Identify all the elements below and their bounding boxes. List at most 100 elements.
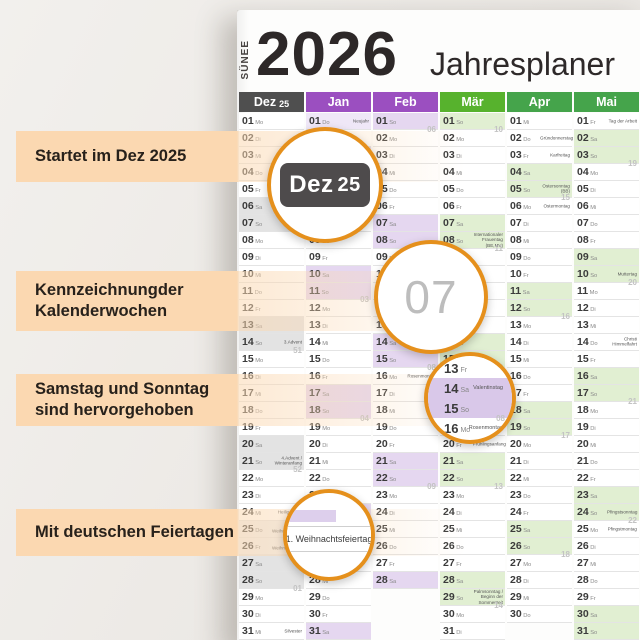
day-row: 27 Fr bbox=[373, 555, 438, 572]
day-number: 27 bbox=[577, 557, 589, 569]
weekday-abbr: Mo bbox=[255, 239, 264, 245]
calendar-week-number: 09 bbox=[427, 482, 436, 491]
day-number: 01 bbox=[577, 115, 589, 127]
weekday-abbr: Mo bbox=[523, 205, 532, 211]
day-row: 22 So bbox=[440, 470, 505, 487]
day-row: 21 Sa bbox=[373, 453, 438, 470]
day-row: 28 Sa bbox=[440, 572, 505, 589]
calendar-week-number: 17 bbox=[561, 431, 570, 440]
day-row: 07 Do bbox=[574, 215, 639, 232]
day-number: 27 bbox=[376, 557, 388, 569]
day-number: 07 bbox=[443, 217, 455, 229]
day-number: 14 bbox=[309, 336, 321, 348]
day-row: 07 Sa bbox=[373, 215, 438, 232]
day-row: 31 Mi Silvester bbox=[239, 623, 304, 640]
holiday-label: Ostermontag bbox=[543, 203, 570, 209]
holiday-label: 4.Advent / Winteranfang bbox=[274, 455, 302, 466]
day-number: 31 bbox=[443, 625, 455, 637]
weekday-abbr: Mo bbox=[456, 613, 465, 619]
weekday-abbr: Do bbox=[389, 188, 397, 194]
annotation-text: Kennzeichnungder bbox=[35, 280, 184, 299]
day-number: 29 bbox=[443, 591, 455, 603]
weekday-abbr: Do bbox=[590, 460, 598, 466]
day-row: 15 Do bbox=[306, 351, 371, 368]
calendar-week-number: 11 bbox=[494, 244, 503, 253]
day-row: 06 Fr bbox=[440, 198, 505, 215]
weekday-abbr: Mi bbox=[523, 358, 530, 364]
day-number: 20 bbox=[242, 438, 254, 450]
dez25-year-suffix: 25 bbox=[337, 173, 361, 196]
weekday-abbr: Fr bbox=[255, 426, 261, 432]
callout-day-row: 13 Fr bbox=[428, 358, 512, 378]
day-number: 07 bbox=[577, 217, 589, 229]
weekday-abbr: Sa bbox=[590, 256, 598, 262]
day-row: 29 So Palmsonntag / Beginn der Sommerzeit bbox=[440, 589, 505, 606]
weekday-abbr: Fr bbox=[590, 596, 596, 602]
weekday-abbr: So bbox=[523, 188, 531, 194]
day-row: 30 Fr bbox=[306, 606, 371, 623]
weekday-abbr: Mi bbox=[590, 443, 597, 449]
weekday-abbr: Do bbox=[590, 579, 598, 585]
callout-holiday-circle: 1. Weihnachtsfeiertag bbox=[283, 489, 375, 581]
day-number: 08 bbox=[443, 234, 455, 246]
day-number: 22 bbox=[510, 472, 522, 484]
day-row: 27Mo18 bbox=[507, 550, 572, 572]
day-number: 23 bbox=[510, 489, 522, 501]
weekday-abbr: Fr bbox=[255, 188, 261, 194]
day-number: 22 bbox=[309, 472, 321, 484]
day-number: 20 bbox=[510, 438, 522, 450]
day-number: 21 bbox=[242, 455, 254, 467]
day-number: 30 bbox=[577, 608, 589, 620]
day-number: 23 bbox=[443, 489, 455, 501]
day-number: 20 bbox=[309, 438, 321, 450]
month-header: Mai bbox=[574, 92, 639, 112]
annotation-text: Startet im Dez 2025 bbox=[35, 146, 187, 165]
day-row: 31 Sa bbox=[306, 623, 371, 640]
callout-weekend-circle: 13 Fr 14 Sa Valentinstag 15 So 16 Mo 08 Rosenmonta… bbox=[424, 352, 516, 444]
day-row: 23 Do bbox=[507, 487, 572, 504]
annotation-band-weekend-highlight: Samstag und Sonntag sind hervorgehoben bbox=[16, 374, 640, 426]
day-row: 30 Di bbox=[239, 606, 304, 623]
day-number: 15 bbox=[444, 400, 459, 416]
day-number: 19 bbox=[510, 421, 522, 433]
day-row: 15 Mo 51 bbox=[239, 346, 304, 368]
weekday-abbr: So bbox=[523, 426, 531, 432]
weekday-abbr: Fr bbox=[456, 205, 462, 211]
weekday-abbr: So bbox=[456, 477, 464, 483]
day-number: 21 bbox=[510, 455, 522, 467]
weekday-abbr: Di bbox=[456, 630, 462, 636]
day-row: 22 Do bbox=[306, 470, 371, 487]
weekday-abbr: Fr bbox=[322, 256, 328, 262]
day-row: 06 Mi bbox=[574, 198, 639, 215]
annotation-text: Mit deutschen Feiertagen bbox=[35, 522, 234, 541]
weekday-abbr: Fr bbox=[590, 477, 596, 483]
day-number: 22 bbox=[376, 472, 388, 484]
day-number: 09 bbox=[510, 251, 522, 263]
weekday-abbr: Fr bbox=[590, 239, 596, 245]
day-row: 08 Fr bbox=[574, 232, 639, 249]
day-number: 23 bbox=[242, 489, 254, 501]
day-number: 05 bbox=[510, 183, 522, 195]
day-row: 01 So bbox=[440, 113, 505, 130]
day-number: 23 bbox=[376, 489, 388, 501]
weekday-abbr: Fr bbox=[389, 205, 395, 211]
day-number: 28 bbox=[577, 574, 589, 586]
day-row: 27 Mi bbox=[574, 555, 639, 572]
day-number: 29 bbox=[309, 591, 321, 603]
holiday-zoom-strip bbox=[287, 510, 336, 522]
day-row: 23 Di bbox=[239, 487, 304, 504]
day-number: 01 bbox=[242, 115, 254, 127]
weekday-abbr: So bbox=[456, 596, 464, 602]
month-header: Apr bbox=[507, 92, 572, 112]
weekday-abbr: Di bbox=[523, 460, 529, 466]
day-row: 27 Fr bbox=[440, 555, 505, 572]
day-number: 05 bbox=[242, 183, 254, 195]
day-row: 31 So bbox=[574, 623, 639, 640]
day-number: 01 bbox=[376, 115, 388, 127]
weekday-abbr: Mi bbox=[523, 596, 530, 602]
day-number: 15 bbox=[376, 353, 388, 365]
day-number: 14 bbox=[577, 336, 589, 348]
weekday-abbr: Sa bbox=[460, 387, 470, 394]
day-row: 22 Mi bbox=[507, 470, 572, 487]
